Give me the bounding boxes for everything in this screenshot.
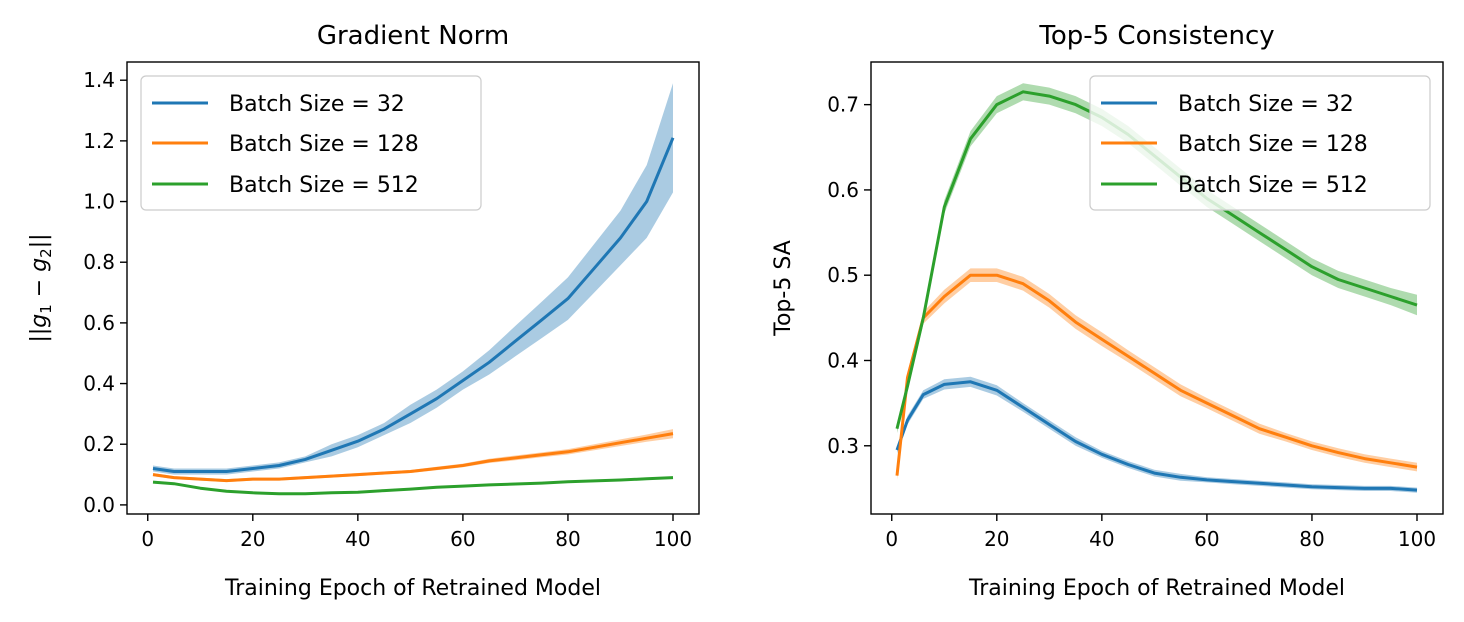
y-tick-label: 0.0	[83, 493, 115, 517]
x-tick-label: 80	[1299, 527, 1324, 551]
y-tick-label: 0.6	[827, 178, 859, 202]
series-line	[895, 380, 1418, 492]
legend: Batch Size = 32 Batch Size = 128 Batch S…	[1089, 75, 1431, 211]
x-tick-label: 0	[141, 527, 154, 551]
y-tick-label: 0.8	[83, 250, 115, 274]
y-tick-label: 0.5	[827, 263, 859, 287]
x-tick-label: 40	[1089, 527, 1114, 551]
legend-label: Batch Size = 128	[1178, 132, 1368, 157]
y-tick-label: 0.2	[83, 432, 115, 456]
x-tick-label: 100	[654, 527, 692, 551]
y-tick-label: 1.2	[83, 129, 115, 153]
y-tick-label: 0.7	[827, 93, 859, 117]
x-tick-label: 60	[1194, 527, 1219, 551]
x-tick-label: 40	[345, 527, 370, 551]
series-line	[152, 476, 674, 496]
legend-label: Batch Size = 512	[1178, 173, 1368, 198]
x-tick-label: 80	[555, 527, 580, 551]
legend-label: Batch Size = 32	[229, 92, 405, 117]
y-tick-label: 1.4	[83, 68, 115, 92]
y-tick-label: 0.3	[827, 434, 859, 458]
chart-title: Gradient Norm	[317, 21, 509, 51]
x-tick-label: 100	[1398, 527, 1436, 551]
gradient-norm-chart: Gradient Norm Training Epoch of Retraine…	[27, 21, 700, 601]
y-tick-label: 1.0	[83, 190, 115, 214]
legend-label: Batch Size = 128	[229, 132, 419, 157]
legend-label: Batch Size = 32	[1178, 92, 1354, 117]
x-axis-label: Training Epoch of Retrained Model	[968, 576, 1345, 601]
y-axis-label: ||g1 − g2||	[27, 233, 55, 342]
x-tick-label: 20	[240, 527, 265, 551]
series-band	[153, 83, 673, 475]
plot-area-frame	[126, 61, 700, 515]
x-tick-label: 20	[984, 527, 1009, 551]
series-line	[152, 432, 674, 483]
series-band	[897, 376, 1417, 493]
x-axis-label: Training Epoch of Retrained Model	[224, 576, 601, 601]
y-tick-label: 0.6	[83, 311, 115, 335]
series-line	[152, 137, 675, 473]
y-tick-label: 0.4	[83, 372, 115, 396]
legend-box	[1089, 75, 1431, 211]
plot-area-frame	[870, 61, 1444, 515]
chart-title: Top-5 Consistency	[1038, 21, 1274, 51]
y-tick-label: 0.4	[827, 348, 859, 372]
x-tick-label: 60	[450, 527, 475, 551]
x-tick-label: 0	[885, 527, 898, 551]
legend: Batch Size = 32 Batch Size = 128 Batch S…	[140, 75, 482, 211]
y-axis-label: Top-5 SA	[771, 240, 796, 336]
legend-box	[140, 75, 482, 211]
series-line	[895, 273, 1418, 476]
top5-consistency-chart: Top-5 Consistency Training Epoch of Retr…	[771, 21, 1444, 601]
legend-label: Batch Size = 512	[229, 173, 419, 198]
